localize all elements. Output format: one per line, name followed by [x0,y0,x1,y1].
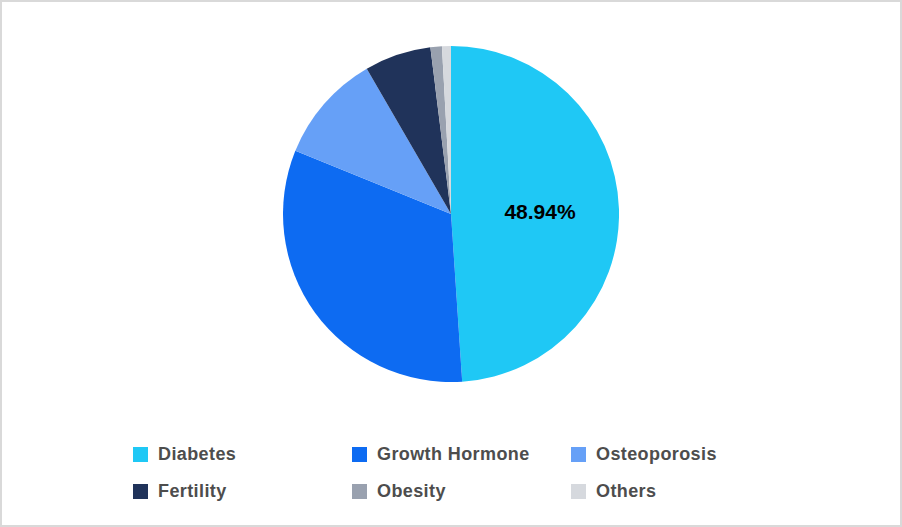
data-label-diabetes: 48.94% [504,200,575,224]
legend-label-fertility: Fertility [158,481,227,502]
legend-swatch-obesity [352,484,367,499]
legend-item-others: Others [571,480,781,502]
legend-swatch-diabetes [133,447,148,462]
legend-item-osteoporosis: Osteoporosis [571,443,781,465]
legend-label-diabetes: Diabetes [158,444,236,465]
chart-legend: Diabetes Growth Hormone Osteoporosis Fer… [133,443,781,502]
legend-item-diabetes: Diabetes [133,443,352,465]
pie-chart-area: 48.94% [283,46,619,382]
legend-item-growth-hormone: Growth Hormone [352,443,571,465]
legend-item-obesity: Obesity [352,480,571,502]
chart-frame: 48.94% Diabetes Growth Hormone Osteoporo… [0,0,902,527]
legend-swatch-osteoporosis [571,447,586,462]
legend-swatch-fertility [133,484,148,499]
legend-item-fertility: Fertility [133,480,352,502]
legend-label-obesity: Obesity [377,481,446,502]
legend-label-osteoporosis: Osteoporosis [596,444,717,465]
legend-swatch-others [571,484,586,499]
legend-label-others: Others [596,481,656,502]
legend-label-growth-hormone: Growth Hormone [377,444,530,465]
legend-swatch-growth-hormone [352,447,367,462]
